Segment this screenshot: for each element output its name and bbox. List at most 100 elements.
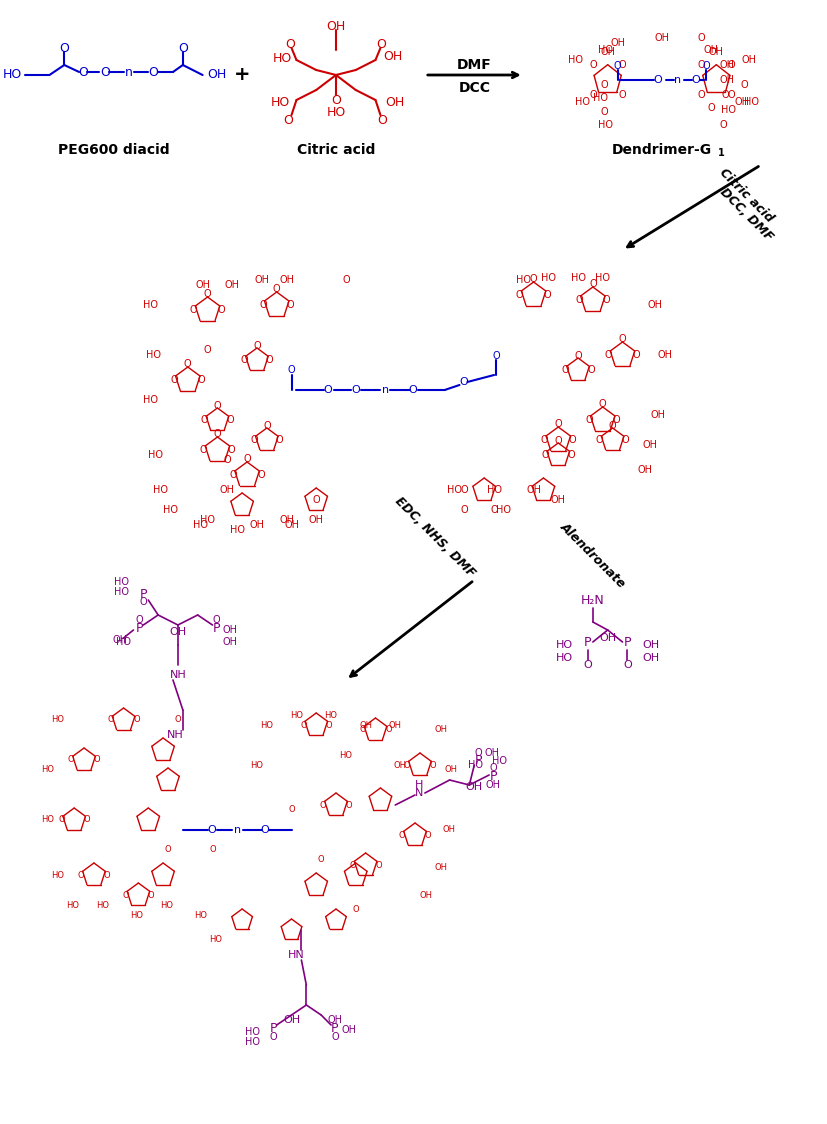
Text: OH: OH	[650, 410, 665, 420]
Text: O: O	[461, 484, 468, 495]
Text: O: O	[198, 375, 205, 386]
Text: O: O	[213, 401, 222, 411]
Text: O: O	[148, 65, 158, 79]
Text: O: O	[207, 825, 216, 835]
Text: OH: OH	[445, 765, 457, 774]
Text: O: O	[375, 861, 382, 870]
Text: HO: HO	[251, 761, 264, 770]
Text: DMF: DMF	[457, 58, 492, 72]
Text: O: O	[140, 597, 147, 607]
Text: P: P	[213, 622, 220, 635]
Text: O: O	[719, 120, 727, 130]
Text: HO: HO	[41, 765, 55, 774]
Text: HO: HO	[41, 816, 55, 825]
Text: HO: HO	[193, 520, 208, 531]
Text: Citric acid: Citric acid	[716, 165, 776, 225]
Text: O: O	[257, 470, 265, 480]
Text: HO: HO	[721, 105, 736, 115]
Text: O: O	[562, 365, 569, 375]
Text: OH: OH	[654, 33, 670, 43]
Text: O: O	[424, 831, 431, 840]
Text: PEG600 diacid: PEG600 diacid	[58, 143, 170, 157]
Text: OH: OH	[600, 47, 615, 57]
Text: OH: OH	[466, 782, 483, 792]
Text: HO: HO	[160, 900, 173, 909]
Text: HO: HO	[324, 710, 337, 719]
Text: HO: HO	[245, 1037, 260, 1046]
Text: O: O	[614, 61, 621, 71]
Text: HO: HO	[131, 910, 143, 919]
Text: O: O	[326, 720, 332, 729]
Text: O: O	[360, 725, 366, 734]
Text: O: O	[209, 845, 216, 854]
Text: HO: HO	[66, 900, 79, 909]
Text: O: O	[554, 436, 562, 446]
Text: O: O	[250, 435, 258, 445]
Text: O: O	[567, 450, 575, 460]
Text: HO: HO	[290, 710, 303, 719]
Text: n: n	[382, 386, 389, 395]
Text: O: O	[178, 42, 188, 54]
Text: O: O	[331, 93, 341, 107]
Text: OH: OH	[170, 627, 186, 637]
Text: OH: OH	[551, 495, 566, 505]
Text: HO: HO	[556, 640, 573, 650]
Text: O: O	[190, 305, 198, 315]
Text: 1: 1	[718, 148, 724, 158]
Text: OH: OH	[283, 1015, 300, 1025]
Text: O: O	[605, 350, 613, 360]
Text: O: O	[93, 755, 100, 764]
Text: HO: HO	[113, 577, 128, 587]
Text: HO: HO	[209, 935, 222, 944]
Text: O: O	[623, 660, 632, 670]
Text: OH: OH	[359, 720, 372, 729]
Text: HO: HO	[51, 716, 65, 725]
Text: n: n	[125, 65, 132, 79]
Text: O: O	[170, 375, 178, 386]
Text: OH: OH	[719, 75, 734, 85]
Text: O: O	[58, 816, 65, 825]
Text: Citric acid: Citric acid	[297, 143, 375, 157]
Text: OH: OH	[657, 350, 672, 360]
Text: O: O	[542, 450, 549, 460]
Text: O: O	[543, 290, 552, 300]
Text: O: O	[323, 386, 332, 395]
Text: HO: HO	[117, 637, 131, 647]
Text: O: O	[633, 350, 640, 360]
Text: +: +	[234, 65, 251, 84]
Text: O: O	[276, 435, 284, 445]
Text: O: O	[541, 435, 548, 445]
Text: O: O	[300, 720, 307, 729]
Text: OH: OH	[279, 275, 294, 285]
Text: O: O	[270, 1032, 278, 1042]
Text: O: O	[241, 355, 248, 365]
Text: O: O	[589, 90, 596, 100]
Text: HO: HO	[593, 93, 608, 103]
Text: O: O	[174, 716, 181, 725]
Text: O: O	[259, 300, 266, 310]
Text: O: O	[728, 90, 735, 100]
Text: OH: OH	[112, 635, 127, 645]
Text: HO: HO	[2, 69, 22, 82]
Text: HO: HO	[194, 910, 208, 919]
Text: OH: OH	[435, 725, 447, 734]
Text: O: O	[351, 386, 360, 395]
Text: O: O	[203, 345, 212, 355]
Text: HO: HO	[327, 106, 346, 118]
Text: O: O	[350, 861, 356, 870]
Text: HO: HO	[598, 45, 613, 55]
Text: O: O	[585, 415, 593, 425]
Text: HO: HO	[200, 515, 215, 525]
Text: O: O	[740, 80, 748, 90]
Text: OH: OH	[719, 60, 734, 70]
Text: O: O	[492, 351, 500, 361]
Text: O: O	[596, 435, 604, 445]
Text: O: O	[459, 377, 468, 387]
Text: O: O	[619, 334, 626, 344]
Text: P: P	[270, 1022, 278, 1034]
Text: O: O	[122, 890, 129, 899]
Text: O: O	[584, 660, 592, 670]
Text: P: P	[475, 754, 482, 768]
Text: HO: HO	[568, 55, 583, 65]
Text: O: O	[589, 60, 596, 70]
